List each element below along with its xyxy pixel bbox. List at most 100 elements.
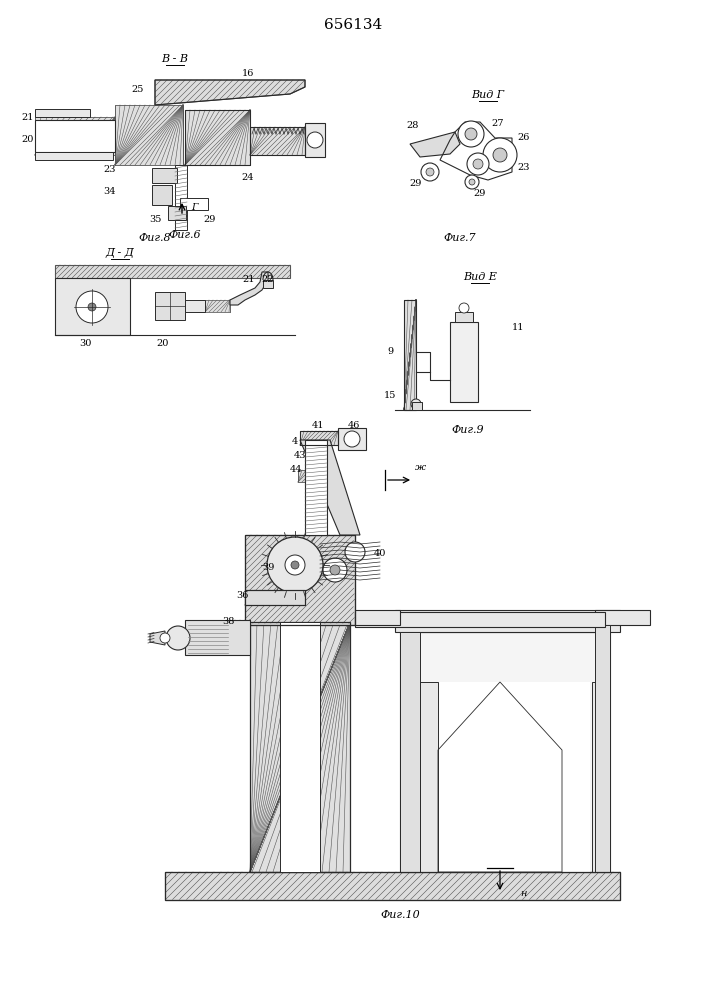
Text: 28: 28 [407, 121, 419, 130]
Text: 9: 9 [387, 348, 393, 357]
Bar [205, 300, 230, 312]
Circle shape [493, 148, 507, 162]
Text: 40: 40 [374, 550, 386, 558]
Bar [152, 185, 172, 205]
Circle shape [267, 537, 323, 593]
Bar [250, 127, 305, 155]
Text: 11: 11 [512, 324, 525, 332]
Text: 656134: 656134 [324, 18, 382, 32]
Circle shape [426, 168, 434, 176]
Text: 35: 35 [148, 216, 161, 225]
Circle shape [459, 303, 469, 313]
Text: Фиг.10: Фиг.10 [380, 910, 420, 920]
Bar [595, 625, 610, 872]
Text: 46: 46 [348, 422, 360, 430]
Text: 29: 29 [474, 190, 486, 198]
Bar [300, 431, 338, 445]
Bar [250, 622, 350, 872]
Text: 44: 44 [290, 466, 303, 475]
Text: 29: 29 [410, 180, 422, 188]
Bar [35, 117, 115, 155]
Circle shape [421, 163, 439, 181]
Text: 20: 20 [22, 134, 34, 143]
Text: 21: 21 [22, 113, 34, 122]
Polygon shape [300, 440, 360, 535]
Polygon shape [410, 132, 460, 157]
Circle shape [345, 542, 365, 562]
Text: 43: 43 [293, 450, 306, 460]
Polygon shape [55, 265, 290, 278]
Circle shape [469, 179, 475, 185]
Bar [230, 620, 250, 655]
Bar [404, 300, 416, 410]
Text: ж: ж [415, 462, 426, 472]
Polygon shape [150, 631, 165, 645]
Circle shape [467, 153, 489, 175]
Circle shape [465, 128, 477, 140]
Text: Фиг.6: Фиг.6 [169, 230, 201, 240]
Bar [250, 622, 350, 872]
Bar [420, 682, 438, 872]
Text: В - В: В - В [161, 54, 189, 64]
Bar [305, 123, 325, 157]
Circle shape [307, 132, 323, 148]
Text: 4: 4 [292, 438, 298, 446]
Text: Г: Г [191, 204, 197, 213]
Bar [55, 278, 130, 335]
Text: 25: 25 [132, 86, 144, 95]
Text: 23: 23 [104, 165, 116, 174]
Text: 34: 34 [104, 188, 116, 196]
Text: 21: 21 [243, 275, 255, 284]
Circle shape [285, 555, 305, 575]
Bar [263, 280, 273, 288]
Bar [152, 168, 177, 183]
Bar [595, 610, 650, 625]
Text: 16: 16 [242, 68, 255, 78]
Bar [300, 431, 338, 445]
Circle shape [160, 633, 170, 643]
Bar [338, 428, 366, 450]
Bar [245, 590, 305, 605]
Text: 24: 24 [242, 174, 255, 182]
Text: 27: 27 [492, 119, 504, 128]
Bar [400, 632, 610, 872]
Text: 36: 36 [236, 590, 248, 599]
Circle shape [473, 159, 483, 169]
Text: 20: 20 [157, 340, 169, 349]
Bar [168, 206, 186, 220]
Text: 22: 22 [262, 275, 274, 284]
Text: Фиг.8: Фиг.8 [139, 233, 171, 243]
Text: 38: 38 [222, 617, 234, 626]
Text: н: н [520, 888, 527, 898]
Text: Вид Г: Вид Г [472, 90, 505, 100]
Bar [250, 127, 305, 155]
Bar [175, 165, 187, 230]
Text: Вид Е: Вид Е [463, 272, 497, 282]
Bar [185, 300, 205, 312]
Polygon shape [165, 872, 620, 900]
Text: 39: 39 [262, 564, 274, 572]
Text: 29: 29 [204, 216, 216, 225]
Text: 30: 30 [78, 340, 91, 349]
Bar [592, 682, 610, 872]
Bar [185, 110, 250, 165]
Text: Фиг.9: Фиг.9 [452, 425, 484, 435]
Circle shape [458, 121, 484, 147]
Circle shape [330, 565, 340, 575]
Bar [420, 682, 590, 872]
Bar [450, 322, 478, 402]
Bar [245, 590, 305, 605]
Text: Фиг.7: Фиг.7 [444, 233, 477, 243]
Polygon shape [355, 610, 400, 625]
Bar [280, 622, 320, 872]
Bar [35, 152, 113, 160]
Circle shape [166, 626, 190, 650]
Bar [298, 470, 328, 482]
Bar [245, 590, 305, 605]
Text: 23: 23 [518, 162, 530, 172]
Bar [404, 300, 416, 410]
Text: 26: 26 [518, 133, 530, 142]
Bar [455, 312, 473, 322]
Polygon shape [245, 535, 355, 625]
Bar [165, 872, 620, 900]
